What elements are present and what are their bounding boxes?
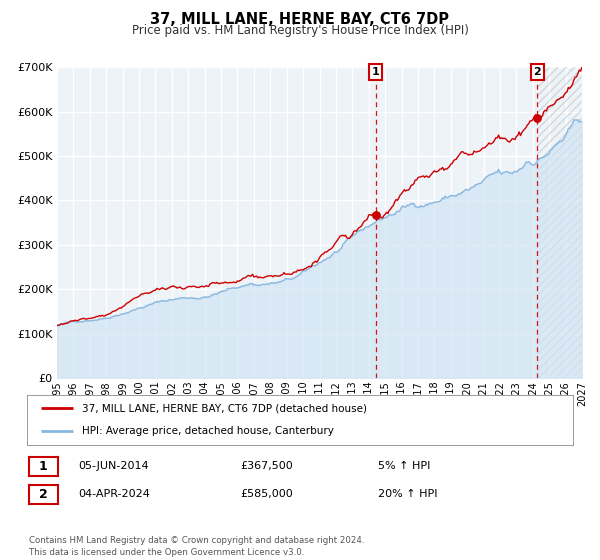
- Text: 2: 2: [533, 67, 541, 77]
- Text: Price paid vs. HM Land Registry's House Price Index (HPI): Price paid vs. HM Land Registry's House …: [131, 24, 469, 36]
- Text: £367,500: £367,500: [240, 461, 293, 471]
- Text: 1: 1: [372, 67, 380, 77]
- Text: £585,000: £585,000: [240, 489, 293, 499]
- Text: Contains HM Land Registry data © Crown copyright and database right 2024.
This d: Contains HM Land Registry data © Crown c…: [29, 536, 364, 557]
- Text: 37, MILL LANE, HERNE BAY, CT6 7DP (detached house): 37, MILL LANE, HERNE BAY, CT6 7DP (detac…: [82, 403, 367, 413]
- Point: [532, 114, 542, 123]
- Text: 2: 2: [39, 488, 47, 501]
- Text: 1: 1: [39, 460, 47, 473]
- Text: HPI: Average price, detached house, Canterbury: HPI: Average price, detached house, Cant…: [82, 426, 334, 436]
- Bar: [537, 67, 582, 378]
- Text: 37, MILL LANE, HERNE BAY, CT6 7DP: 37, MILL LANE, HERNE BAY, CT6 7DP: [151, 12, 449, 27]
- Text: 20% ↑ HPI: 20% ↑ HPI: [378, 489, 437, 499]
- Point: [371, 211, 380, 220]
- Text: 04-APR-2024: 04-APR-2024: [78, 489, 150, 499]
- Text: 5% ↑ HPI: 5% ↑ HPI: [378, 461, 430, 471]
- Text: 05-JUN-2014: 05-JUN-2014: [78, 461, 149, 471]
